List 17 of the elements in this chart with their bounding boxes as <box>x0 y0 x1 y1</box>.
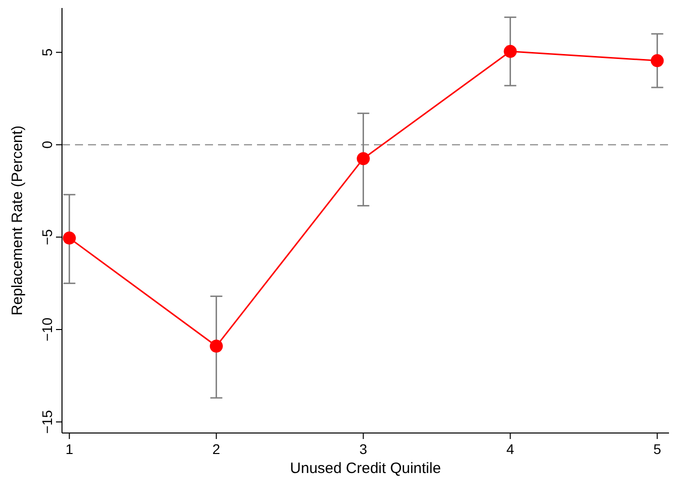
y-tick-label: 5 <box>39 48 55 56</box>
point <box>62 232 76 245</box>
x-tick-label: 4 <box>506 441 514 457</box>
x-tick-label: 2 <box>212 441 220 457</box>
point <box>504 44 517 58</box>
y-tick-label: −5 <box>39 228 55 246</box>
point <box>650 54 664 68</box>
x-tick-label: 1 <box>65 441 74 457</box>
x-tick-label: 5 <box>653 441 662 457</box>
y-tick-label: −15 <box>39 410 55 434</box>
point <box>356 152 370 166</box>
x-tick-label: 3 <box>359 441 368 457</box>
point <box>210 340 223 353</box>
y-axis-title: Replacement Rate (Percent) <box>9 125 26 316</box>
y-tick-label: 0 <box>39 140 55 149</box>
y-tick-label: −10 <box>39 317 55 342</box>
x-axis-title: Unused Credit Quintile <box>290 460 441 477</box>
